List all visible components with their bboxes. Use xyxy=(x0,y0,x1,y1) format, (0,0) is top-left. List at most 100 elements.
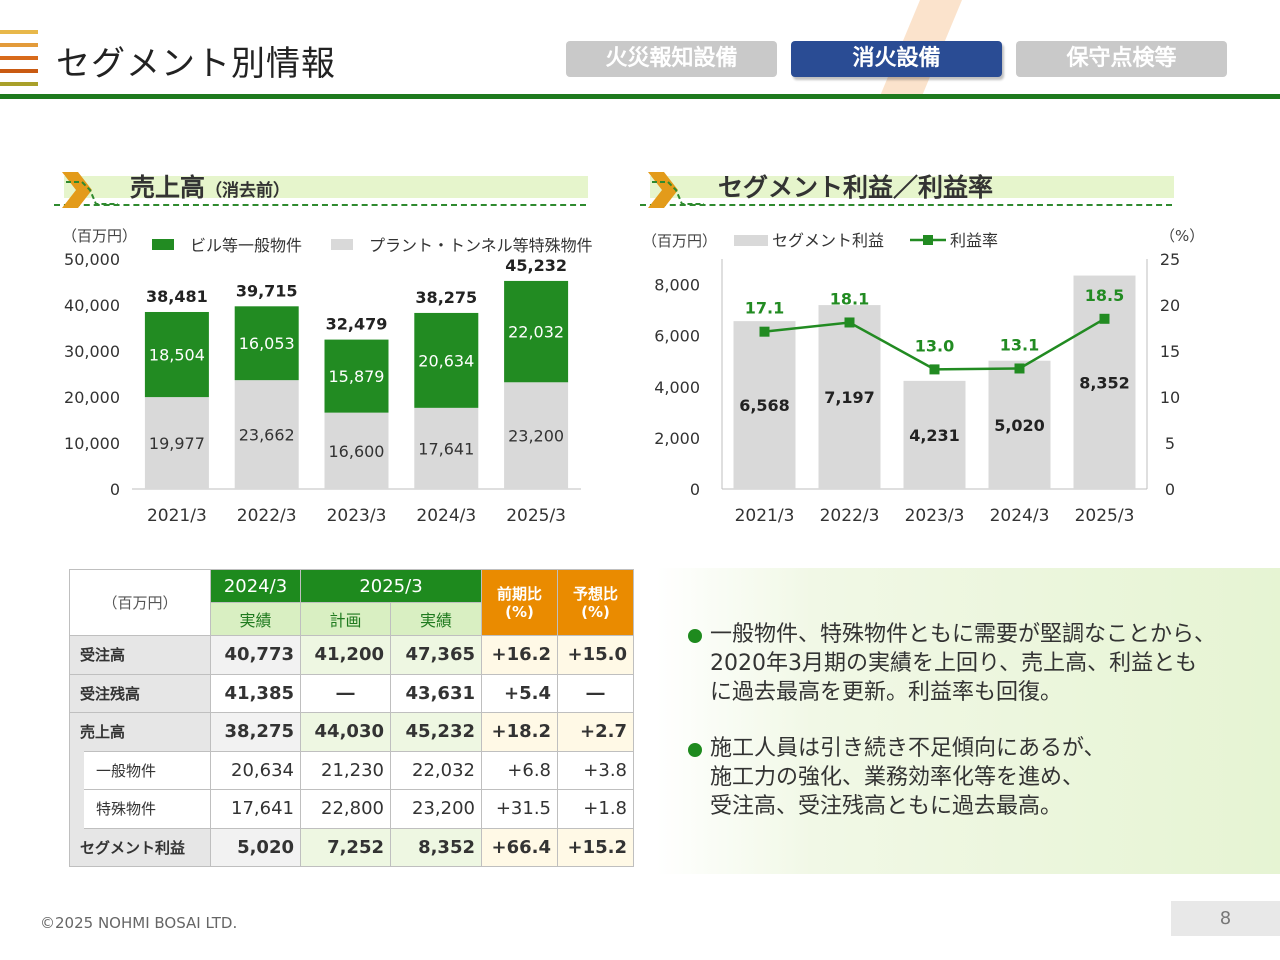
comment-line: 2020年3月期の実績を上回り、売上高、利益とも xyxy=(710,651,1198,676)
row-label: 特殊物件 xyxy=(69,789,211,829)
cell: +5.4 xyxy=(481,673,558,713)
cell: 45,232 xyxy=(390,712,482,752)
bullet-dot-icon xyxy=(688,743,702,757)
cell: 7,252 xyxy=(300,827,391,867)
table-row: 特殊物件 17,641 22,800 23,200 +31.5 +1.8 xyxy=(69,789,634,829)
legend-swatch xyxy=(734,235,768,246)
data-label-rate: 18.1 xyxy=(830,289,869,308)
bar-segment-profit xyxy=(1073,275,1136,489)
bullet-dot-icon xyxy=(688,629,702,643)
comment-line: 施工人員は引き続き不足傾向にあるが、 xyxy=(710,736,1106,761)
data-label-general: 15,879 xyxy=(329,367,385,386)
cell: ― xyxy=(300,673,391,713)
y-tick-label: 0 xyxy=(110,480,120,499)
comment-line: に過去最高を更新。利益率も回復。 xyxy=(710,680,1063,705)
data-label-total: 38,275 xyxy=(415,288,477,307)
row-label: セグメント利益 xyxy=(69,827,211,867)
bar-segment-special xyxy=(414,407,479,489)
comment-line: 施工力の強化、業務効率化等を進め、 xyxy=(710,765,1085,790)
cell: +6.8 xyxy=(481,750,558,790)
y2-axis-unit: （%） xyxy=(1160,227,1200,245)
y-axis-unit: （百万円） xyxy=(642,232,717,250)
data-label-general: 22,032 xyxy=(508,323,564,342)
arrow-icon xyxy=(62,172,118,208)
plan-ratio-label: 予想比 xyxy=(572,584,618,603)
bar-segment-special xyxy=(234,380,299,489)
comment-line: 受注高、受注残高ともに過去最高。 xyxy=(710,794,1063,819)
table-sub-actual-2025: 実績 xyxy=(390,602,482,636)
legend-label: セグメント利益 xyxy=(772,231,884,250)
profit-section-title: セグメント利益／利益率 xyxy=(718,173,994,202)
bar-segment-profit xyxy=(733,321,796,489)
cell: 5,020 xyxy=(210,827,301,867)
x-tick-label: 2023/3 xyxy=(905,506,965,526)
x-tick-label: 2024/3 xyxy=(990,506,1050,526)
table-header-plan-ratio: 予想比 (%) xyxy=(557,569,634,636)
tab-fire-alarm[interactable]: 火災報知設備 xyxy=(566,41,777,77)
data-label-general: 20,634 xyxy=(418,351,474,370)
x-tick-label: 2023/3 xyxy=(327,506,387,526)
y-tick-label: 8,000 xyxy=(654,276,700,295)
cell: +16.2 xyxy=(481,635,558,675)
bar-segment-general xyxy=(234,306,299,381)
data-label-special: 23,200 xyxy=(508,427,564,446)
bar-segment-profit xyxy=(818,305,881,489)
cell: +2.7 xyxy=(557,712,634,752)
y-axis-unit: （百万円） xyxy=(62,227,137,245)
x-tick-label: 2022/3 xyxy=(237,506,297,526)
data-label-profit: 7,197 xyxy=(824,388,875,407)
y2-tick-label: 10 xyxy=(1160,388,1180,407)
comment-panel: 一般物件、特殊物件ともに需要が堅調なことから、 2020年3月期の実績を上回り、… xyxy=(656,568,1280,874)
profit-rate-marker xyxy=(844,317,855,328)
sales-section-heading: 売上高（消去前） xyxy=(24,172,594,212)
bar-segment-profit xyxy=(903,380,966,489)
table-sub-actual-2024: 実績 xyxy=(210,602,301,636)
data-label-special: 16,600 xyxy=(329,442,385,461)
x-tick-label: 2025/3 xyxy=(1075,506,1135,526)
bar-segment-general xyxy=(144,311,209,398)
profit-rate-marker xyxy=(929,364,940,375)
bar-segment-profit xyxy=(988,360,1051,489)
y2-tick-label: 0 xyxy=(1165,480,1175,499)
table-row: セグメント利益 5,020 7,252 8,352 +66.4 +15.2 xyxy=(69,827,634,867)
row-label: 受注高 xyxy=(69,635,211,675)
table-row: 一般物件 20,634 21,230 22,032 +6.8 +3.8 xyxy=(69,750,634,790)
cell: 20,634 xyxy=(210,750,301,790)
table-row: 受注残高 41,385 ― 43,631 +5.4 ― xyxy=(69,673,634,713)
data-label-rate: 17.1 xyxy=(745,299,784,318)
tab-fire-extinguishing[interactable]: 消火設備 xyxy=(791,41,1002,77)
data-label-special: 17,641 xyxy=(418,439,474,458)
y2-tick-label: 25 xyxy=(1160,250,1180,269)
cell: 44,030 xyxy=(300,712,391,752)
data-label-total: 39,715 xyxy=(236,281,298,300)
x-tick-label: 2024/3 xyxy=(416,506,476,526)
table-header-yoy: 前期比 (%) xyxy=(481,569,558,636)
data-label-general: 16,053 xyxy=(239,334,295,353)
legend-marker xyxy=(923,235,933,245)
yoy-label: 前期比 xyxy=(496,584,542,603)
data-label-rate: 18.5 xyxy=(1085,286,1124,305)
data-label-general: 18,504 xyxy=(149,346,205,365)
profit-bar-line-chart: （百万円） （%） セグメント利益 利益率 0 2,000 4,000 6,000 8,000 0… xyxy=(642,227,1200,526)
y2-tick-label: 20 xyxy=(1160,296,1180,315)
cell: 41,200 xyxy=(300,635,391,675)
y-tick-label: 4,000 xyxy=(654,378,700,397)
tab-maintenance[interactable]: 保守点検等 xyxy=(1016,41,1227,77)
cell: +66.4 xyxy=(481,827,558,867)
y-tick-label: 2,000 xyxy=(654,429,700,448)
data-label-rate: 13.1 xyxy=(1000,335,1039,354)
bar-segment-general xyxy=(324,339,389,413)
cell: 22,800 xyxy=(300,789,391,829)
page-number: 8 xyxy=(1171,901,1280,936)
sales-section-title: 売上高 xyxy=(130,173,206,202)
legend-label: 利益率 xyxy=(950,231,998,250)
data-label-rate: 13.0 xyxy=(915,336,954,355)
bar-segment-general xyxy=(504,280,569,383)
cell: 23,200 xyxy=(390,789,482,829)
cell: 43,631 xyxy=(390,673,482,713)
legend-label: プラント・トンネル等特殊物件 xyxy=(369,236,593,255)
cell: +31.5 xyxy=(481,789,558,829)
data-label-total: 45,232 xyxy=(505,256,567,275)
x-tick-label: 2021/3 xyxy=(147,506,207,526)
cell: 40,773 xyxy=(210,635,301,675)
